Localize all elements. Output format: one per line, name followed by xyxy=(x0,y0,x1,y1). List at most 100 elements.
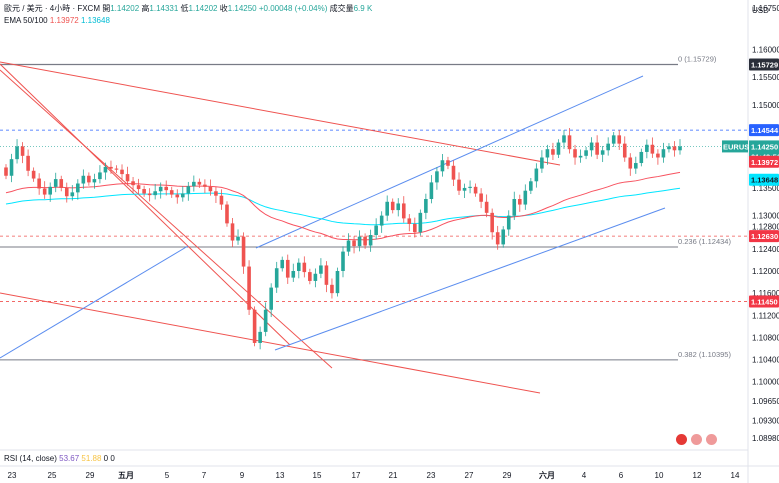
y-tick-label: 1.10400 xyxy=(752,356,779,365)
current-price-tag: 1.14250 xyxy=(751,142,778,151)
candle-body xyxy=(584,150,588,156)
candle-body xyxy=(540,157,544,169)
support-low-tag-bg xyxy=(749,295,779,308)
y-tick-label: 1.12400 xyxy=(752,245,779,254)
x-tick-label: 21 xyxy=(389,471,398,480)
x-tick-label: 六月 xyxy=(539,470,555,480)
candle-body xyxy=(424,199,428,213)
y-tick-label: 1.10800 xyxy=(752,333,779,342)
candle-body xyxy=(81,175,86,184)
x-tick-label: 4 xyxy=(582,471,587,480)
x-tick-label: 13 xyxy=(276,471,285,480)
candle-body xyxy=(451,165,456,180)
candle-body xyxy=(611,135,616,144)
candle-body xyxy=(374,225,378,235)
candle-body xyxy=(9,159,14,176)
flash-icon[interactable] xyxy=(676,434,687,445)
flag-icon[interactable] xyxy=(691,434,702,445)
candle-body xyxy=(639,151,644,164)
ohlc-close: 收1.14250 xyxy=(219,4,257,13)
ohlc-low: 低1.14202 xyxy=(180,4,218,13)
candle-body xyxy=(120,169,124,175)
candle-body xyxy=(31,170,36,179)
candle-body xyxy=(357,236,362,247)
symbol-line: 歐元 / 美元 · 4小時 · FXCM xyxy=(4,4,100,13)
candle-body xyxy=(435,171,439,183)
candle-body xyxy=(219,195,224,205)
symbol-tag: EURUSD xyxy=(723,142,755,151)
flag-icon[interactable] xyxy=(706,434,717,445)
candle-body xyxy=(634,163,638,169)
candle-body xyxy=(26,155,30,171)
fib0-tag: 1.15729 xyxy=(751,61,778,70)
candle-body xyxy=(468,186,472,188)
candle-body xyxy=(606,143,610,151)
candle-body xyxy=(667,146,671,150)
candle-body xyxy=(285,259,290,278)
candle-body xyxy=(136,185,141,190)
candle-body xyxy=(622,143,627,158)
candle-body xyxy=(236,236,240,241)
candle-body xyxy=(87,175,91,183)
candle-body xyxy=(479,193,483,202)
candle-body xyxy=(368,235,373,246)
x-tick-label: 23 xyxy=(427,471,436,480)
fib-labels: 0 (1.15729) 0.236 (1.12434) 0.382 (1.10395… xyxy=(678,55,731,359)
y-tick-label: 1.10000 xyxy=(752,378,779,387)
candle-body xyxy=(617,135,622,144)
candle-body xyxy=(573,149,577,158)
candle-body xyxy=(48,186,52,195)
rsi-legend[interactable]: RSI (14, close) 53.67 51.88 0 0 xyxy=(4,453,115,464)
candle-body xyxy=(313,273,318,281)
candle-body xyxy=(241,236,246,267)
horizontal-levels xyxy=(0,63,748,361)
time-axis[interactable]: 23 25 29 五月 5 7 9 13 15 17 21 23 27 29 六月 4 6 10 12 14 xyxy=(8,470,740,480)
symbol-tag-bg xyxy=(722,140,748,153)
x-tick-label: 29 xyxy=(86,471,95,480)
y-tick-label: 1.13500 xyxy=(752,184,779,193)
candle-body xyxy=(672,146,677,151)
ema-lines xyxy=(5,171,681,241)
y-tick-label: 1.09300 xyxy=(752,416,779,425)
rsi-value-2: 51.88 xyxy=(81,454,102,463)
candle-body xyxy=(125,174,130,182)
x-tick-label: 25 xyxy=(48,471,57,480)
resistance-tag: 1.14544 xyxy=(751,126,779,135)
event-icons[interactable] xyxy=(676,434,717,445)
y-tick-label: 1.08980 xyxy=(752,434,779,443)
candle-body xyxy=(98,172,102,180)
ema50-tag-bg xyxy=(749,155,779,168)
x-tick-label: 14 xyxy=(731,471,740,480)
candle-body xyxy=(501,229,506,245)
candle-body xyxy=(595,142,599,155)
candle-body xyxy=(230,223,235,241)
candle-body xyxy=(418,212,423,233)
candle-body xyxy=(4,167,8,176)
ohlc-high: 高1.14331 xyxy=(141,4,179,13)
y-tick-label: 1.16000 xyxy=(752,46,779,55)
candle-body xyxy=(64,187,69,197)
candle-body xyxy=(656,153,660,158)
candle-body xyxy=(308,272,312,281)
candle-body xyxy=(335,270,340,294)
candle-body xyxy=(484,201,489,213)
ema-legend[interactable]: EMA 50/100 1.13972 1.13648 xyxy=(4,15,110,26)
blue-trendline xyxy=(0,245,189,359)
trendlines xyxy=(0,61,666,394)
candle-body xyxy=(203,184,207,187)
y-tick-label: 1.12800 xyxy=(752,223,779,232)
candle-body xyxy=(153,191,157,196)
ema100-line xyxy=(5,187,681,226)
candle-body xyxy=(495,232,500,245)
rsi-value-3: 0 xyxy=(103,454,109,463)
candle-body xyxy=(114,168,119,170)
candle-body xyxy=(180,193,185,198)
y-tick-label: 1.09650 xyxy=(752,397,779,406)
candle-body xyxy=(562,135,566,143)
fib-label: 0.382 (1.10395) xyxy=(678,350,731,359)
candle-body xyxy=(192,181,196,187)
fib0-tag-bg xyxy=(749,58,779,71)
price-axis[interactable]: 1.167501.160001.155001.150001.145001.140… xyxy=(752,4,779,443)
fib-label: 0 (1.15729) xyxy=(678,55,717,64)
